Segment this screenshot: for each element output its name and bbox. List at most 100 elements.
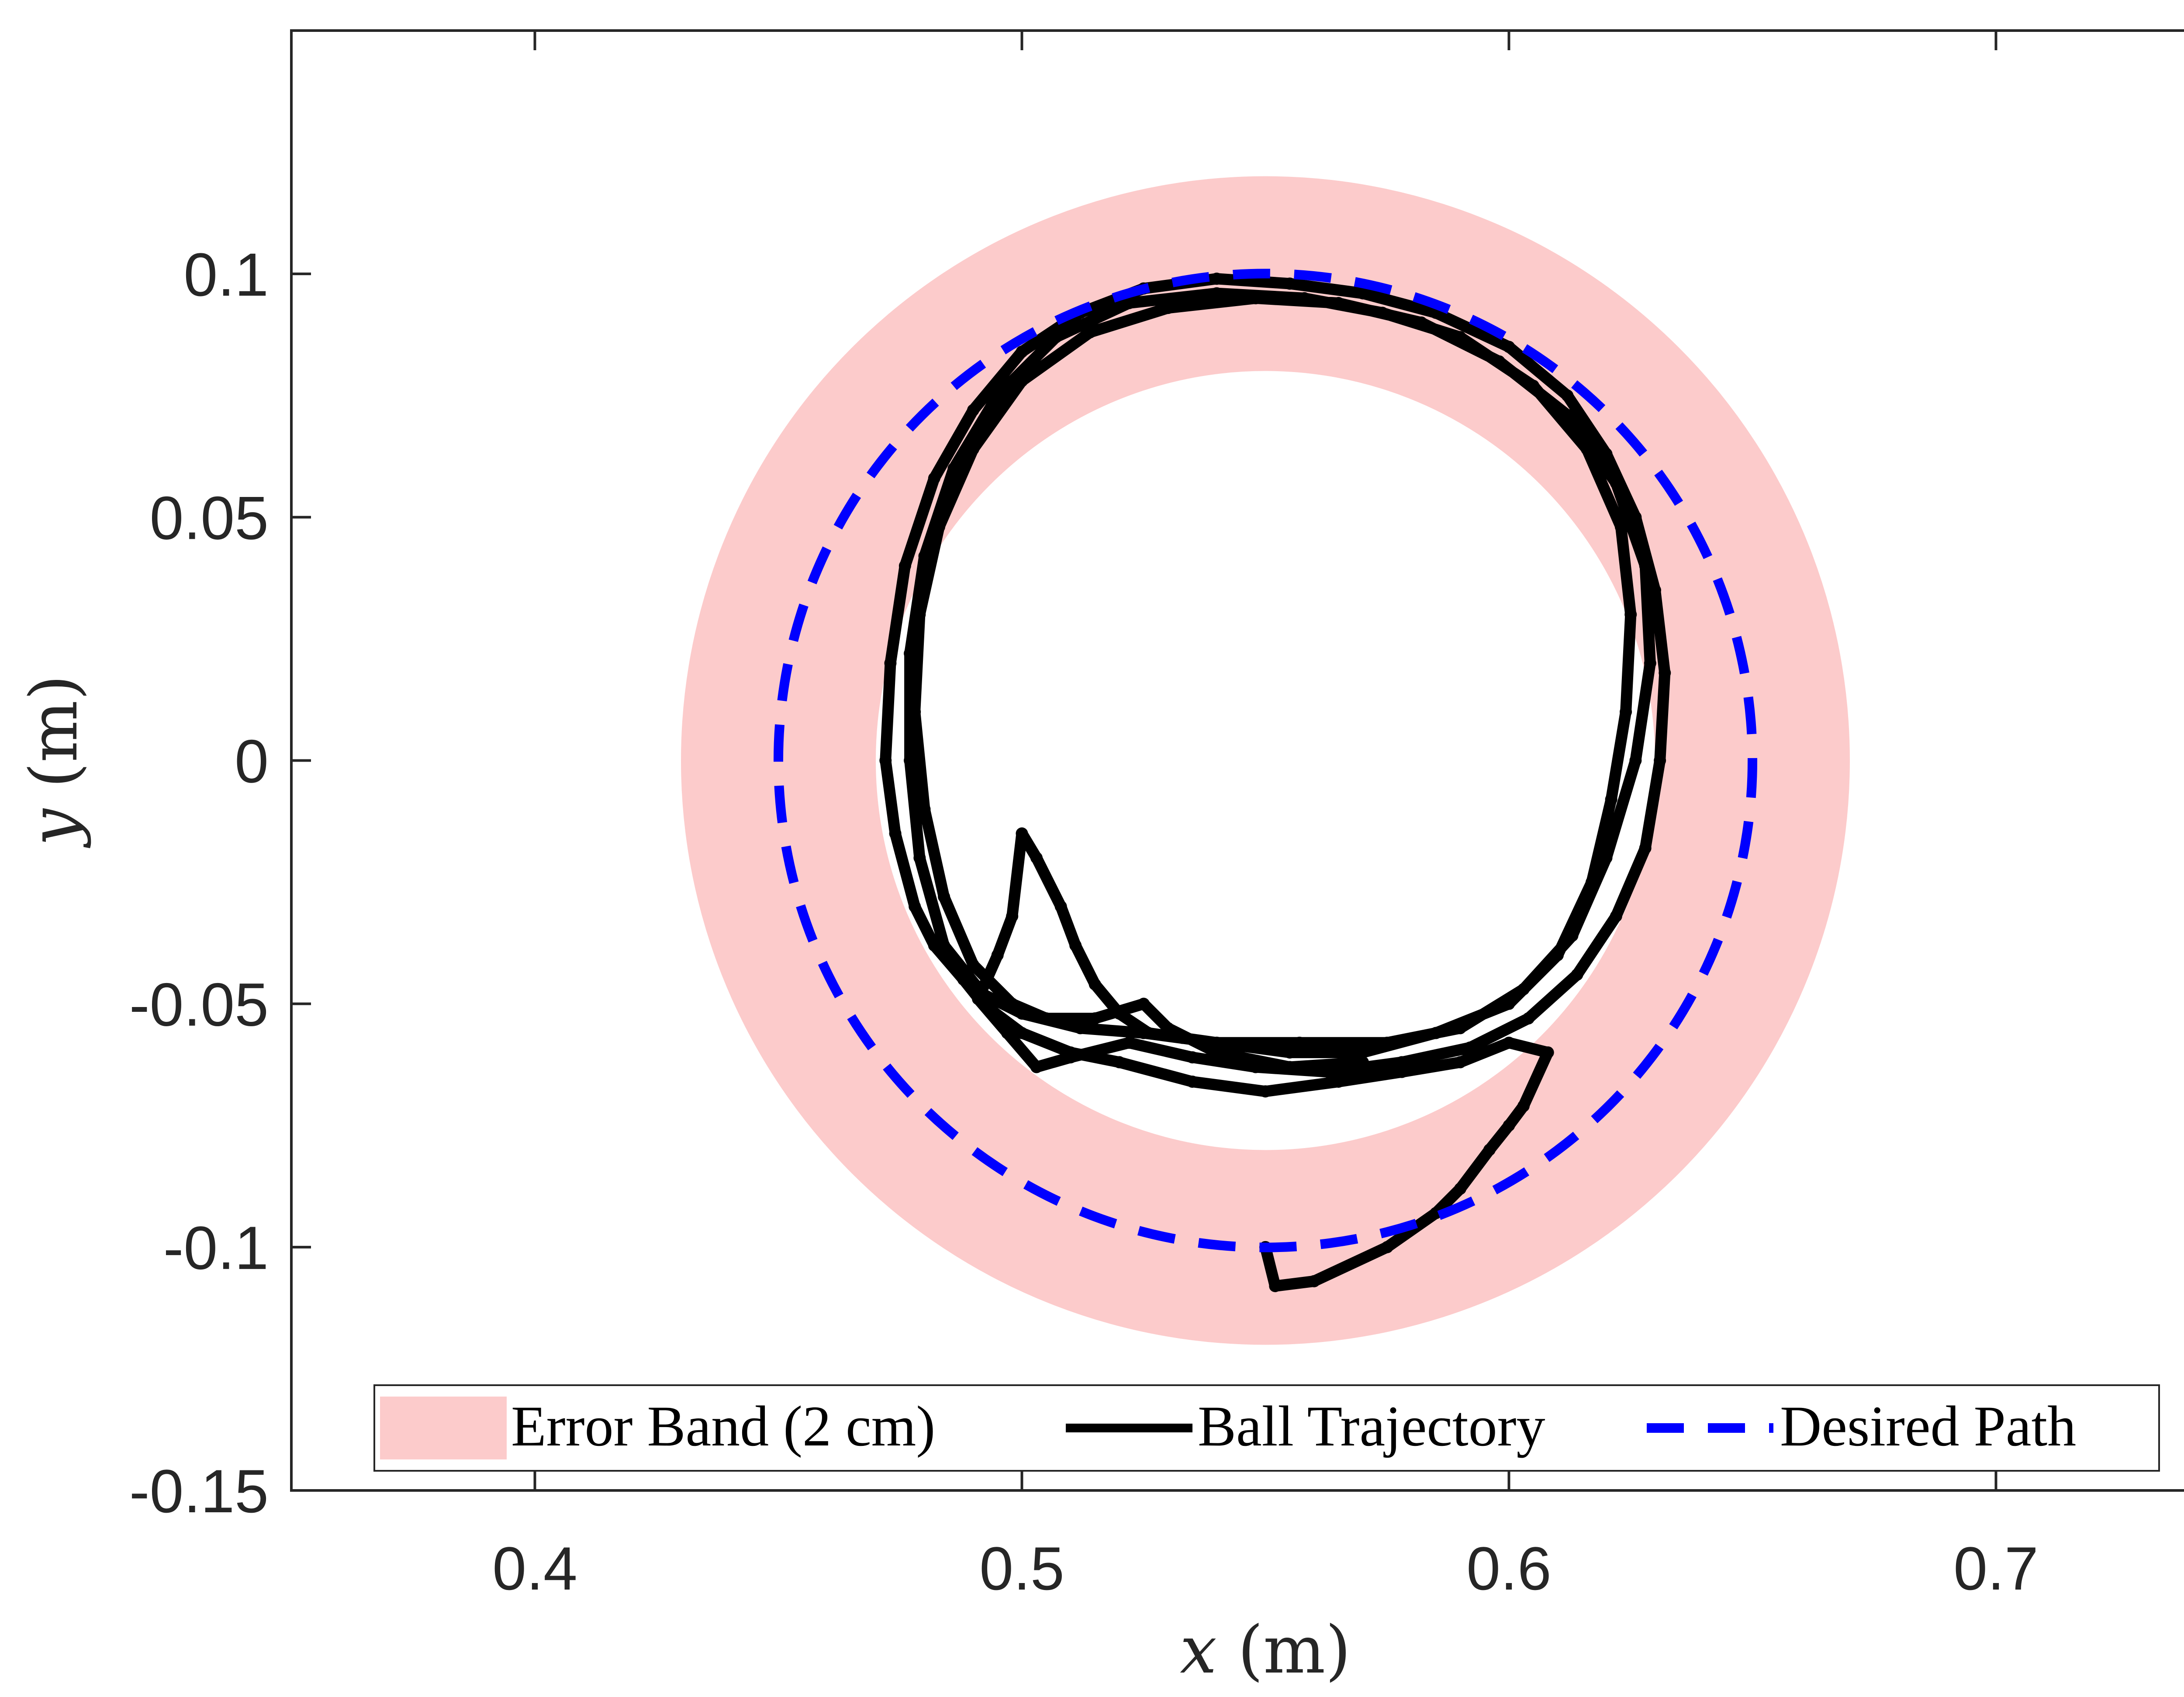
ball-trajectory-point [918, 550, 931, 562]
ball-trajectory-point [1580, 443, 1593, 455]
ball-trajectory-point [1454, 1056, 1466, 1069]
ball-trajectory-point [1605, 793, 1617, 806]
ball-trajectory-point [1137, 997, 1150, 1010]
y-tick-label: -0.15 [129, 1457, 269, 1525]
ball-trajectory-point [1357, 287, 1369, 300]
ball-trajectory-point [938, 939, 950, 952]
ball-trajectory-point [1210, 287, 1223, 300]
ball-trajectory-point [957, 973, 970, 986]
ball-trajectory-point [1050, 331, 1062, 344]
x-tick-label: 0.7 [1953, 1534, 2039, 1603]
ball-trajectory-point [909, 900, 921, 913]
ball-trajectory-point [1527, 379, 1540, 392]
ball-trajectory-point [1074, 1022, 1087, 1035]
ball-trajectory-point [1283, 1046, 1296, 1059]
ball-trajectory-point [1210, 1036, 1223, 1049]
x-tick-label: 0.4 [492, 1534, 577, 1603]
ball-trajectory-point [1522, 1012, 1535, 1025]
ball-trajectory-point [1113, 1056, 1126, 1069]
legend-swatch-error-band [380, 1397, 507, 1459]
ball-trajectory-point [1659, 666, 1671, 679]
ball-trajectory-point [1610, 477, 1622, 490]
ball-trajectory-point [1586, 876, 1598, 889]
ball-trajectory-point [1249, 1061, 1262, 1073]
ball-trajectory-point [1332, 297, 1345, 310]
ball-trajectory-point [1541, 1046, 1554, 1059]
ball-trajectory-point [909, 706, 921, 718]
ball-trajectory-point [991, 949, 1004, 962]
y-tick-label: 0.05 [150, 483, 269, 552]
ball-trajectory-point [1503, 341, 1515, 353]
ball-trajectory-point [933, 521, 945, 533]
ball-trajectory-point [918, 803, 931, 815]
legend-label-ball-trajectory: Ball Trajectory [1198, 1394, 1545, 1458]
ball-trajectory-point [1308, 1275, 1320, 1287]
legend: Error Band (2 cm) Ball Trajectory Desire… [373, 1384, 2160, 1472]
ball-trajectory-point [967, 443, 979, 455]
ball-trajectory-point [1552, 949, 1564, 962]
ball-trajectory-point [1430, 1027, 1442, 1039]
ball-trajectory-point [1503, 1119, 1515, 1132]
ball-trajectory-point [1064, 1051, 1077, 1064]
ball-trajectory-point [1454, 1183, 1466, 1195]
ball-trajectory-point [1396, 1066, 1408, 1078]
ball-trajectory-point [1517, 983, 1530, 996]
ball-trajectory-point [1123, 1036, 1135, 1049]
ball-trajectory-point [1566, 929, 1579, 942]
ball-trajectory-point [1376, 307, 1389, 319]
x-axis-label: x (m) [1180, 1612, 1351, 1688]
ball-trajectory-point [1176, 1031, 1189, 1044]
legend-box [373, 1384, 2160, 1472]
ball-trajectory-point [1113, 1007, 1126, 1020]
ball-trajectory-point [1210, 272, 1223, 285]
ball-trajectory-point [1649, 584, 1661, 597]
ball-trajectory-point [1084, 326, 1096, 338]
ball-trajectory-point [1016, 827, 1028, 840]
ball-trajectory-point [1016, 375, 1028, 387]
ball-trajectory-point [1517, 1100, 1530, 1112]
ticks: 0.4 0.5 0.6 0.7 -0.15 -0.1 -0.05 0 0.05 0.1 [129, 31, 2039, 1603]
ball-trajectory-point [904, 647, 916, 660]
ball-trajectory-point [1332, 1075, 1345, 1088]
ball-trajectory-point [904, 754, 916, 767]
ball-trajectory-point [879, 754, 892, 767]
ball-trajectory-point [1030, 852, 1043, 864]
ball-trajectory-point [1610, 910, 1622, 923]
ball-trajectory-point [1054, 900, 1067, 913]
ball-trajectory-point [889, 827, 902, 840]
ball-trajectory-point [913, 852, 926, 864]
ball-trajectory-point [1283, 1061, 1296, 1073]
ball-trajectory-point [967, 404, 979, 417]
ball-trajectory-point [1030, 1061, 1043, 1073]
ball-trajectory-point [1600, 448, 1613, 460]
x-tick-label: 0.5 [979, 1534, 1064, 1603]
y-tick-label: -0.05 [129, 970, 269, 1039]
ball-trajectory-point [1430, 1207, 1442, 1219]
ball-trajectory-point [947, 462, 960, 475]
ball-trajectory-point [1069, 939, 1082, 952]
y-tick-label: -0.1 [163, 1214, 269, 1282]
ball-trajectory-point [1186, 1075, 1199, 1088]
ball-trajectory-point [1503, 1036, 1515, 1049]
ball-trajectory-point [928, 472, 940, 485]
ball-trajectory-point [1293, 1036, 1306, 1049]
ball-trajectory-point [1644, 657, 1656, 669]
ball-trajectory-point [1249, 292, 1262, 304]
legend-label-desired-path: Desired Path [1780, 1394, 2076, 1458]
ball-trajectory-point [1624, 608, 1637, 621]
ball-trajectory-point [1006, 910, 1019, 923]
ball-trajectory-point [967, 959, 979, 971]
ball-trajectory-point [1629, 511, 1642, 524]
ball-trajectory-point [1259, 1085, 1272, 1098]
ball-trajectory-point [1600, 852, 1613, 864]
ball-trajectory-point [1493, 355, 1506, 368]
ball-trajectory-point [1639, 559, 1652, 572]
ball-trajectory-point [1561, 389, 1574, 402]
ball-trajectory-point [1016, 1007, 1028, 1020]
ball-trajectory-point [1396, 1056, 1408, 1069]
ball-trajectory-point [1089, 978, 1101, 991]
ball-trajectory-point [1016, 345, 1028, 358]
ball-trajectory-point [991, 389, 1004, 402]
